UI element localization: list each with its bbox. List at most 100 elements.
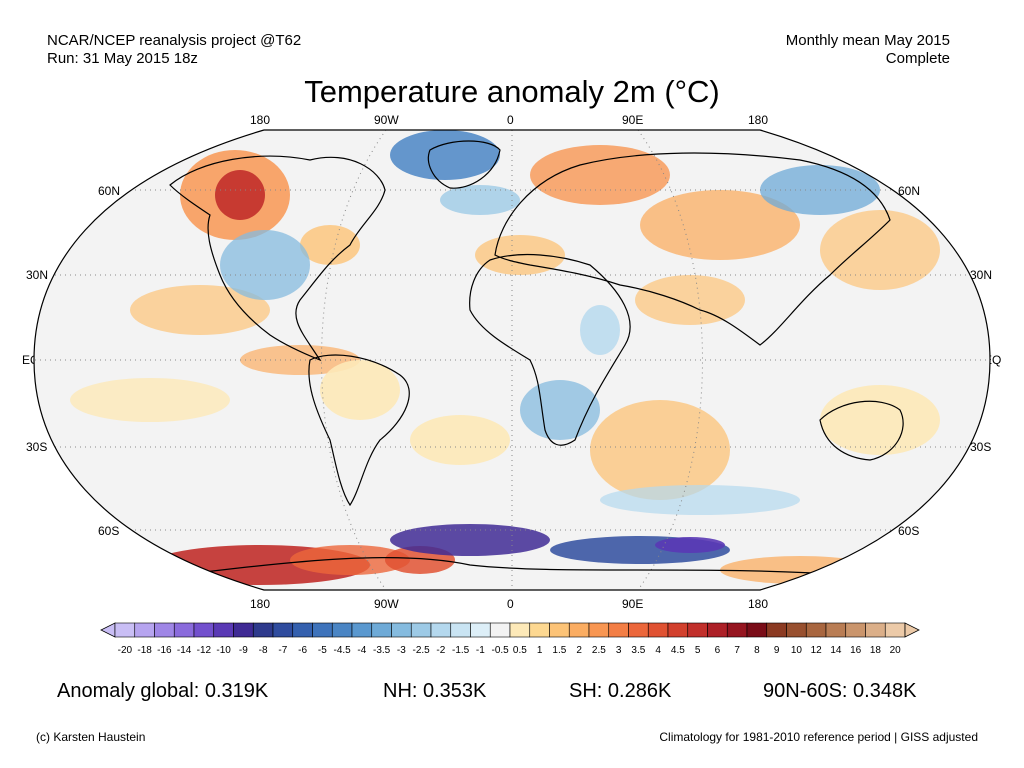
credit-label: (c) Karsten Haustein xyxy=(36,730,146,744)
colorbar-tick-label: -18 xyxy=(137,645,152,656)
lon-label-top: 0 xyxy=(507,113,514,127)
colorbar-tick-label: -1 xyxy=(475,645,485,656)
colorbar-tick-label: 5 xyxy=(694,645,701,656)
colorbar-bin xyxy=(272,622,294,638)
colorbar-bin xyxy=(114,622,136,638)
anomaly-patch-amundsen-sea xyxy=(290,545,410,575)
colorbar-bin xyxy=(173,622,195,638)
colorbar-bin xyxy=(470,622,491,638)
colorbar-bin xyxy=(351,622,373,638)
colorbar-tick-label: 3 xyxy=(615,645,622,656)
anomaly-patch-north-pacific xyxy=(130,285,270,335)
colorbar-tick-label: 4.5 xyxy=(670,645,685,656)
colorbar-bin xyxy=(845,622,866,638)
globe-outline xyxy=(33,129,991,591)
colorbar-bin xyxy=(746,622,768,638)
colorbar-arrow-low xyxy=(100,622,116,638)
colorbar-bin xyxy=(726,622,748,638)
anomaly-patch-east-africa xyxy=(580,305,620,355)
antarctica-coast xyxy=(179,556,851,576)
colorbar-bin xyxy=(568,622,590,638)
anomaly-patch-india xyxy=(635,275,745,325)
period-label: Monthly mean May 2015 xyxy=(785,32,950,49)
south-america-coast xyxy=(308,354,410,507)
colorbar-tick-label: 1.5 xyxy=(552,645,567,656)
colorbar-tick-label: -8 xyxy=(258,645,268,656)
stat-global: Anomaly global: 0.319K xyxy=(57,680,269,702)
anomaly-map xyxy=(33,129,991,591)
anomaly-patch-indian-antarctic-core xyxy=(655,537,725,553)
australia-coast xyxy=(819,400,904,461)
climatology-note: Climatology for 1981-2010 reference peri… xyxy=(659,730,978,744)
greenland-coast xyxy=(427,140,501,189)
anomaly-patch-east-antarctica xyxy=(720,556,880,584)
colorbar-tick-label: 3.5 xyxy=(631,645,646,656)
lon-label-bottom: 180 xyxy=(250,597,271,611)
colorbar-bin xyxy=(252,622,274,638)
colorbar-tick-label: 2 xyxy=(576,645,582,656)
colorbar-tick-label: -5 xyxy=(317,645,327,656)
anomaly-patch-southern-ocean xyxy=(600,485,800,515)
lat-label-left: 60S xyxy=(98,524,120,538)
colorbar-bin xyxy=(292,622,313,638)
map-field xyxy=(34,130,990,590)
colorbar-bin xyxy=(193,622,215,638)
colorbar-bin xyxy=(608,622,629,638)
colorbar-labels: -20 -18 -16 -14 -12 -10 -9 -8 -7 -6 -5 -4.5 -4 -3.5 -3… xyxy=(0,645,1024,661)
colorbar-tick-label: -16 xyxy=(157,645,172,656)
colorbar-tick-label: -10 xyxy=(216,645,231,656)
colorbar-tick-label: -7 xyxy=(278,645,288,656)
anomaly-patch-south-atlantic xyxy=(410,415,510,465)
coastlines xyxy=(169,140,904,576)
colorbar-bin xyxy=(786,622,807,638)
colorbar-bin xyxy=(213,622,234,638)
colorbar-bin xyxy=(529,622,550,638)
colorbar-tick-label: 12 xyxy=(810,645,822,656)
lat-label-left: 60N xyxy=(98,184,121,198)
colorbar-bin xyxy=(766,622,787,638)
status-label: Complete xyxy=(885,50,950,67)
lon-label-bottom: 0 xyxy=(507,597,514,611)
colorbar-tick-label: 7 xyxy=(734,645,740,656)
north-america-coast xyxy=(169,155,386,362)
anomaly-patch-greenland xyxy=(390,130,500,180)
anomaly-patch-weddell-sea xyxy=(390,524,550,556)
colorbar-tick-label: 4 xyxy=(655,645,661,656)
colorbar-bin xyxy=(450,622,471,638)
anomaly-patch-south-pacific xyxy=(820,385,940,455)
stat-90n-60s: 90N-60S: 0.348K xyxy=(763,680,917,702)
lat-label-left: 30N xyxy=(26,268,49,282)
colorbar-tick-label: -2 xyxy=(436,645,446,656)
stat-nh: NH: 0.353K xyxy=(383,680,487,702)
colorbar-bin xyxy=(154,622,175,638)
lat-label-right: 60N xyxy=(898,184,921,198)
colorbar-bin xyxy=(805,622,827,638)
colorbar-bin xyxy=(509,622,531,638)
lat-label-right: 30N xyxy=(970,268,993,282)
africa-coast xyxy=(469,253,631,446)
colorbar-tick-label: -4 xyxy=(357,645,367,656)
lon-label-top: 180 xyxy=(250,113,271,127)
colorbar-bin xyxy=(667,622,689,638)
lon-label-top: 90W xyxy=(374,113,399,127)
colorbar-tick-label: 8 xyxy=(754,645,760,656)
colorbar-tick-label: 9 xyxy=(773,645,780,656)
colorbar-tick-label: 1 xyxy=(536,645,543,656)
colorbar-tick-label: 6 xyxy=(714,645,721,656)
colorbar-tick-label: -12 xyxy=(196,645,212,656)
colorbar-tick-label: 2.5 xyxy=(591,645,606,656)
lon-label-top: 180 xyxy=(748,113,769,127)
colorbar-tick-label: -20 xyxy=(117,645,133,656)
eurasia-coast xyxy=(494,152,891,346)
anomaly-patch-us-interior xyxy=(220,230,310,300)
anomaly-patch-nw-pacific xyxy=(820,210,940,290)
colorbar-tick-label: 16 xyxy=(850,645,862,656)
colorbar-bin xyxy=(884,622,906,638)
colorbar-tick-label: 18 xyxy=(869,645,881,656)
colorbar-bin xyxy=(312,622,333,638)
colorbar-tick-label: 14 xyxy=(830,645,842,656)
run-label: Run: 31 May 2015 18z xyxy=(47,50,198,67)
colorbar-bin xyxy=(233,622,254,638)
anomaly-patch-asia xyxy=(640,190,800,260)
colorbar-tick-label: -6 xyxy=(298,645,308,656)
